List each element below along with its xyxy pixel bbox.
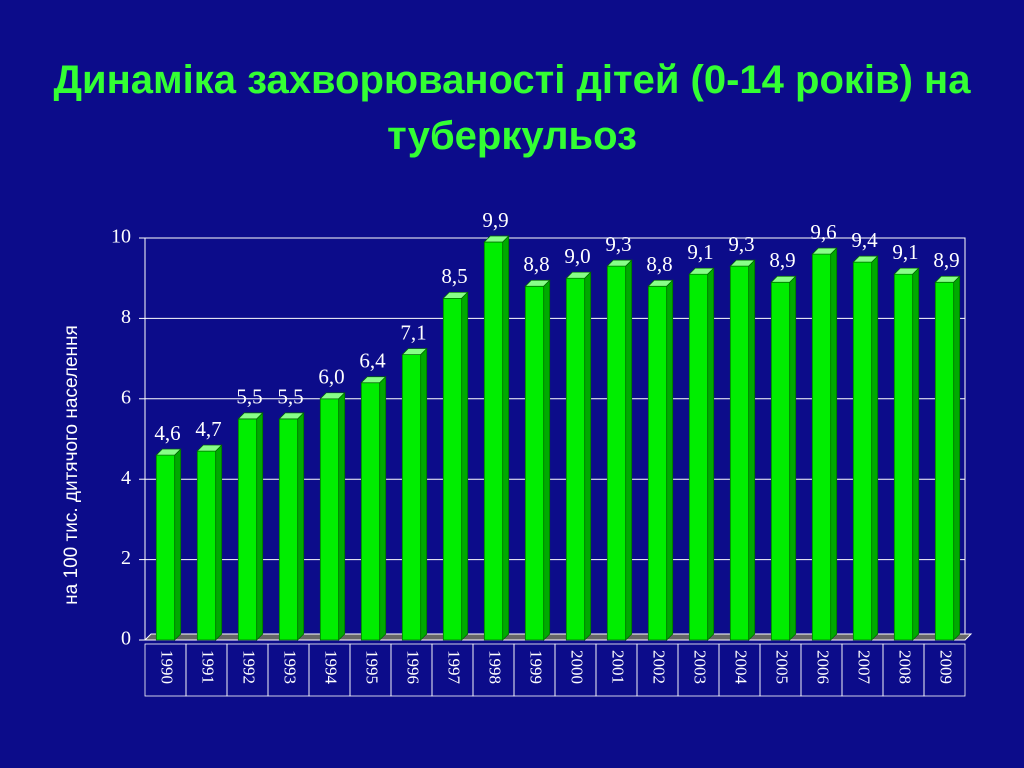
value-label: 9,4	[851, 228, 878, 252]
value-label: 7,1	[400, 320, 426, 344]
bar-side	[912, 267, 920, 641]
value-label: 8,8	[646, 252, 672, 276]
bar-side	[789, 275, 797, 641]
bar-side	[420, 347, 428, 641]
x-tick-label: 2005	[773, 650, 792, 684]
x-tick-label: 2002	[650, 650, 669, 684]
bar-side	[297, 412, 305, 641]
bar-side	[953, 275, 961, 641]
x-tick-label: 1998	[486, 650, 505, 684]
bar	[319, 398, 340, 641]
x-tick-label: 2008	[896, 650, 915, 684]
bar	[360, 382, 381, 641]
value-label: 8,9	[933, 248, 959, 272]
x-tick-label: 1992	[240, 650, 259, 684]
value-label: 8,9	[769, 248, 795, 272]
value-label: 6,0	[318, 365, 344, 389]
value-label: 4,7	[195, 417, 221, 441]
bar	[196, 450, 217, 641]
bar	[688, 273, 709, 641]
bar-side	[379, 375, 387, 641]
value-label: 8,8	[523, 252, 549, 276]
value-label: 9,1	[687, 240, 713, 264]
value-label: 9,0	[564, 244, 590, 268]
bar-side	[215, 444, 223, 641]
bar-side	[338, 391, 346, 641]
x-tick-label: 2006	[814, 650, 833, 684]
y-tick-label: 0	[121, 628, 131, 650]
bar	[606, 265, 627, 641]
value-label: 6,4	[359, 349, 386, 373]
value-label: 5,5	[236, 385, 262, 409]
bar	[852, 261, 873, 641]
bar	[155, 454, 176, 641]
bar	[237, 418, 258, 641]
bar-side	[174, 448, 182, 641]
bar-side	[625, 259, 633, 641]
value-label: 9,1	[892, 240, 918, 264]
value-label: 5,5	[277, 385, 303, 409]
x-label-cell	[923, 643, 966, 697]
y-tick-label: 8	[121, 306, 131, 328]
y-tick-label: 10	[111, 226, 131, 248]
x-tick-label: 1994	[322, 650, 341, 685]
x-tick-label: 1990	[158, 650, 177, 684]
floor	[143, 633, 973, 641]
x-tick-label: 2001	[609, 650, 628, 684]
bar	[811, 253, 832, 641]
x-tick-label: 2000	[568, 650, 587, 684]
bar	[401, 354, 422, 641]
value-label: 9,9	[482, 208, 508, 232]
bar	[442, 297, 463, 641]
bar-side	[830, 247, 838, 641]
bar-side	[748, 259, 756, 641]
value-label: 9,6	[810, 220, 836, 244]
x-tick-label: 1996	[404, 650, 423, 684]
y-axis-label: на 100 тис. дитячого населення	[61, 325, 82, 605]
bar	[729, 265, 750, 641]
bar-side	[502, 235, 510, 641]
x-tick-label: 1995	[363, 650, 382, 684]
x-tick-label: 2004	[732, 650, 751, 685]
x-tick-label: 2003	[691, 650, 710, 684]
x-tick-label: 1991	[199, 650, 218, 684]
y-tick-label: 4	[121, 467, 131, 489]
x-tick-label: 2009	[937, 650, 956, 684]
value-label: 8,5	[441, 264, 467, 288]
bar-side	[666, 279, 674, 641]
bar-side	[871, 255, 879, 641]
x-tick-label: 1999	[527, 650, 546, 684]
y-tick-label: 2	[121, 547, 131, 569]
bar-side	[707, 267, 715, 641]
value-label: 4,6	[154, 421, 180, 445]
y-tick-label: 6	[121, 386, 131, 408]
bar-side	[256, 412, 264, 641]
bar	[770, 281, 791, 641]
chart-title: Динаміка захворюваності дітей (0-14 рокі…	[53, 58, 971, 158]
plot-frame	[144, 237, 966, 641]
value-label: 9,3	[728, 232, 754, 256]
x-tick-label: 2007	[855, 650, 874, 685]
bar	[278, 418, 299, 641]
value-label: 9,3	[605, 232, 631, 256]
bar-side	[584, 271, 592, 641]
bar	[893, 273, 914, 641]
bar	[934, 281, 955, 641]
x-tick-label: 1997	[445, 650, 464, 685]
bar	[647, 285, 668, 641]
bar-side	[543, 279, 551, 641]
x-tick-label: 1993	[281, 650, 300, 684]
bar	[524, 285, 545, 641]
bar-side	[461, 291, 469, 641]
bar	[565, 277, 586, 641]
bar	[483, 241, 504, 641]
